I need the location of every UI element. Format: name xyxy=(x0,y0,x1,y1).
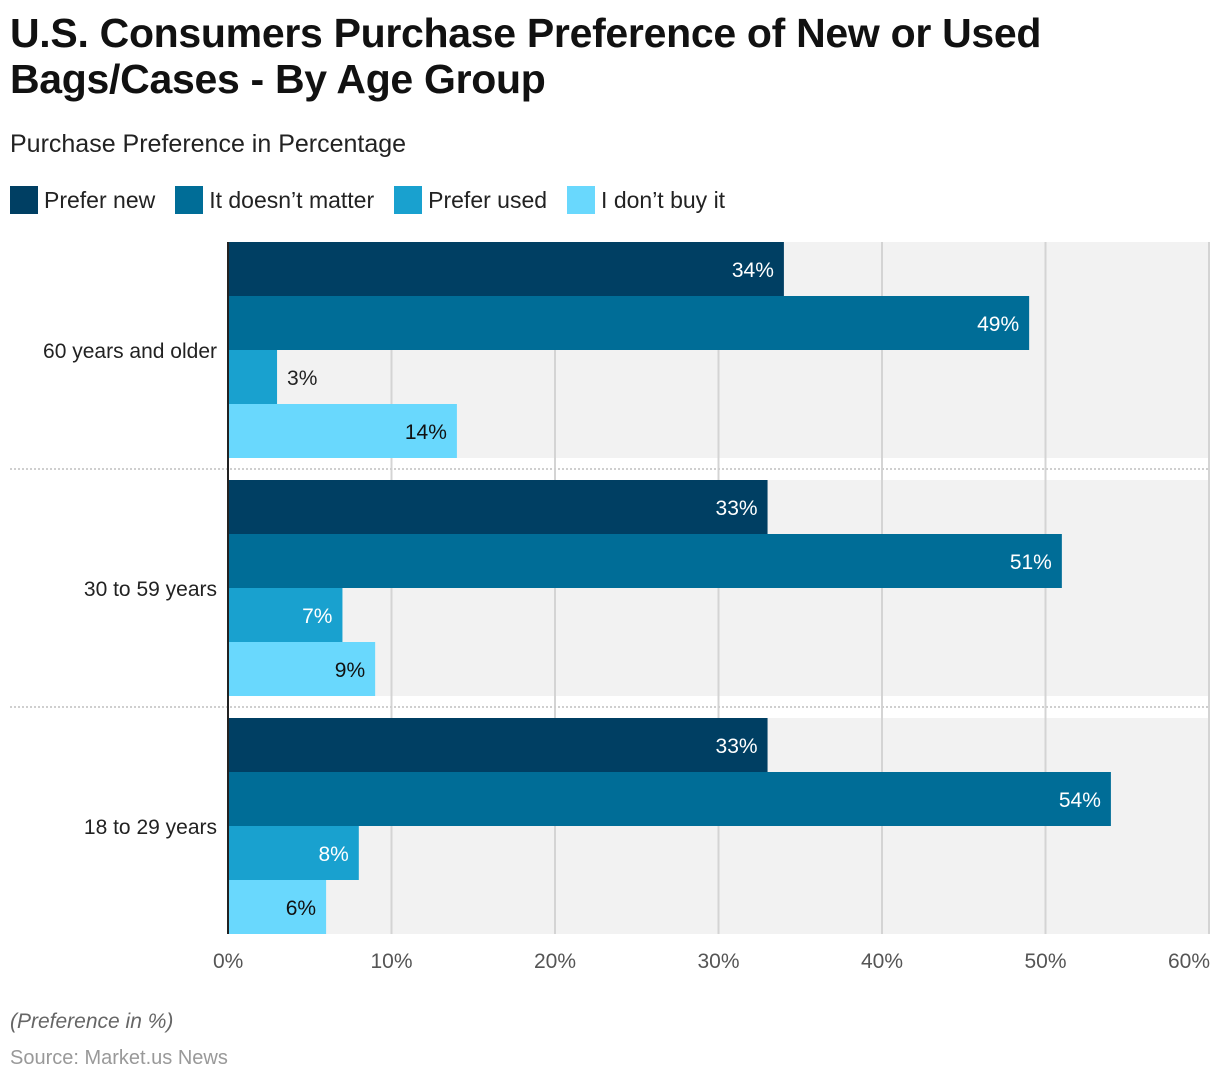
chart-note: (Preference in %) xyxy=(10,1010,174,1033)
x-tick-label: 50% xyxy=(1024,950,1066,973)
x-tick-label: 40% xyxy=(861,950,903,973)
x-tick-label: 60% xyxy=(1168,950,1210,973)
legend: Prefer new It doesn’t matter Prefer used… xyxy=(10,186,745,214)
legend-swatch xyxy=(175,186,204,214)
bar xyxy=(228,588,343,642)
bar xyxy=(228,826,359,880)
category-label: 30 to 59 years xyxy=(84,578,217,601)
bar xyxy=(228,480,768,534)
chart-subtitle: Purchase Preference in Percentage xyxy=(10,130,407,158)
data-label: 3% xyxy=(287,367,317,390)
data-label: 33% xyxy=(716,735,758,758)
bar xyxy=(228,718,768,772)
data-label: 8% xyxy=(318,843,348,866)
bar xyxy=(228,772,1111,826)
bar-chart: 34% 49% 3% 14% 60 years and older 33% 51% 7% 9% 3… xyxy=(10,242,1210,973)
data-label: 6% xyxy=(286,897,316,920)
data-label: 7% xyxy=(302,605,332,628)
x-tick-label: 20% xyxy=(534,950,576,973)
data-label: 33% xyxy=(716,497,758,520)
bar xyxy=(228,242,784,296)
data-label: 9% xyxy=(335,659,365,682)
data-label: 14% xyxy=(405,421,447,444)
legend-label: Prefer used xyxy=(428,186,548,213)
x-tick-label: 30% xyxy=(697,950,739,973)
bar xyxy=(228,880,327,934)
x-tick-label: 0% xyxy=(213,950,243,973)
bar xyxy=(228,534,1062,588)
legend-item-doesnt-matter[interactable]: It doesn’t matter xyxy=(175,186,374,214)
legend-swatch xyxy=(394,186,423,214)
legend-swatch xyxy=(10,186,38,214)
data-label: 34% xyxy=(732,259,774,282)
legend-label: I don’t buy it xyxy=(601,186,726,213)
data-label: 49% xyxy=(977,313,1019,336)
x-tick-label: 10% xyxy=(370,950,412,973)
legend-item-prefer-new[interactable]: Prefer new xyxy=(10,186,155,214)
bar xyxy=(228,296,1030,350)
legend-label: It doesn’t matter xyxy=(209,186,375,213)
chart-title: U.S. Consumers Purchase Preference of Ne… xyxy=(10,10,1042,102)
category-label: 60 years and older xyxy=(43,340,217,363)
legend-swatch xyxy=(567,186,596,214)
category-label: 18 to 29 years xyxy=(84,816,217,839)
bar xyxy=(228,404,457,458)
legend-label: Prefer new xyxy=(44,186,156,213)
legend-item-dont-buy[interactable]: I don’t buy it xyxy=(567,186,725,214)
data-label: 54% xyxy=(1059,789,1101,812)
chart-source: Source: Market.us News xyxy=(10,1047,228,1069)
legend-item-prefer-used[interactable]: Prefer used xyxy=(394,186,547,214)
bar xyxy=(228,350,278,404)
data-label: 51% xyxy=(1010,551,1052,574)
bar xyxy=(228,642,376,696)
